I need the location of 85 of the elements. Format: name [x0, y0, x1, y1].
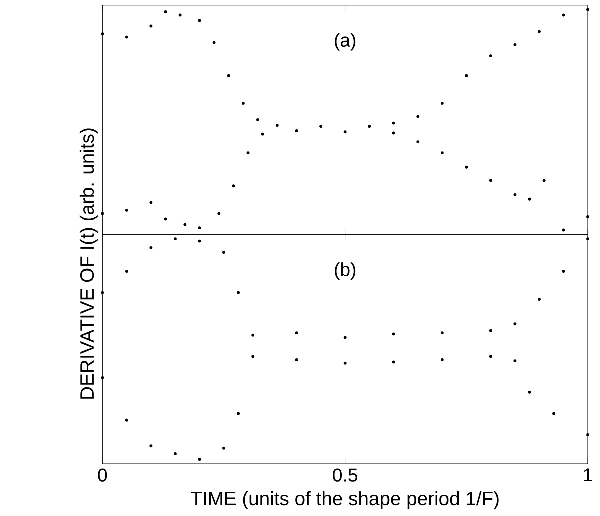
point — [562, 14, 566, 17]
point — [178, 14, 182, 17]
point — [164, 218, 168, 221]
point — [465, 74, 468, 78]
x-tick-label: 1 — [584, 468, 592, 482]
point — [586, 216, 590, 218]
point — [198, 240, 202, 243]
point — [101, 212, 104, 216]
point — [320, 125, 323, 128]
point — [528, 198, 532, 201]
y-axis-title: DERIVATIVE OF I(t) (arb. units) — [80, 128, 98, 399]
x-tick-label: 0.5 — [333, 468, 358, 482]
point — [440, 102, 444, 105]
point — [392, 360, 396, 364]
point — [218, 212, 221, 216]
point — [242, 102, 245, 105]
point — [261, 132, 264, 136]
point — [198, 226, 202, 230]
point — [227, 74, 230, 78]
point — [489, 329, 492, 332]
point — [440, 332, 444, 335]
point — [562, 228, 566, 232]
point — [586, 433, 590, 436]
point — [150, 246, 153, 250]
point — [344, 336, 347, 340]
point — [101, 291, 104, 294]
point — [232, 184, 236, 188]
point — [198, 19, 202, 22]
point — [256, 118, 260, 122]
point — [562, 270, 566, 273]
point — [392, 132, 396, 135]
point — [392, 332, 396, 336]
point — [538, 30, 541, 34]
point — [174, 452, 177, 456]
point — [125, 270, 128, 273]
point — [440, 152, 444, 155]
point — [295, 358, 298, 362]
point — [252, 334, 255, 337]
point — [125, 36, 128, 39]
point — [552, 412, 556, 416]
point — [416, 140, 420, 144]
point — [276, 124, 279, 127]
x-tick-label: 0 — [98, 468, 108, 482]
point — [125, 418, 128, 422]
annotation: (a) — [335, 33, 356, 51]
point — [514, 44, 517, 46]
point — [514, 193, 517, 196]
point — [416, 115, 420, 118]
point — [212, 41, 216, 44]
point — [101, 376, 104, 380]
point — [222, 251, 226, 254]
point — [368, 125, 372, 128]
point — [237, 412, 240, 416]
point — [150, 24, 153, 28]
point — [489, 179, 492, 182]
point — [150, 201, 153, 204]
point — [295, 332, 298, 335]
point — [246, 152, 250, 155]
point — [125, 208, 128, 212]
point — [465, 166, 468, 169]
point — [222, 446, 226, 450]
point — [514, 322, 517, 326]
point — [164, 10, 168, 14]
point — [586, 8, 590, 12]
point — [295, 130, 298, 132]
point — [174, 238, 177, 241]
point — [344, 362, 347, 365]
point — [514, 360, 517, 363]
point — [198, 458, 202, 462]
point — [237, 291, 240, 294]
point — [101, 32, 104, 36]
point — [528, 390, 532, 394]
point — [150, 444, 153, 448]
point — [392, 122, 396, 125]
point — [586, 238, 590, 241]
point — [440, 358, 444, 362]
annotation: (b) — [335, 262, 356, 280]
point — [489, 355, 492, 358]
point — [252, 355, 255, 358]
point — [184, 223, 187, 226]
point — [344, 130, 347, 134]
x-axis-title: TIME (units of the shape period 1/F) — [191, 491, 499, 510]
point — [538, 298, 541, 301]
point — [489, 54, 492, 58]
point — [542, 179, 546, 182]
